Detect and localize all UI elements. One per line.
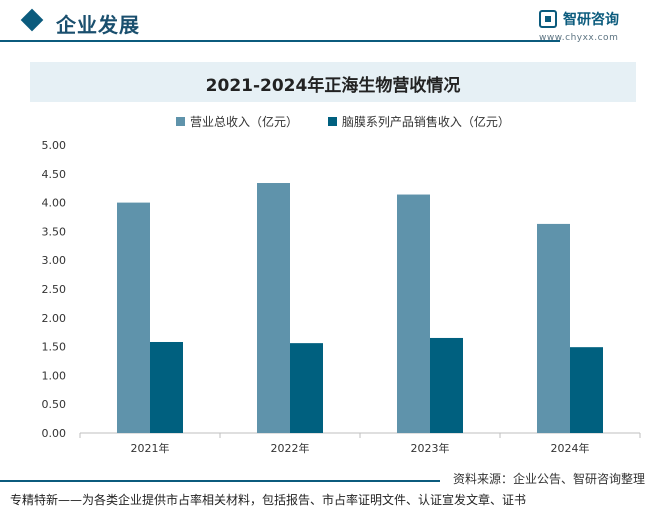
- y-tick-label: 5.00: [42, 139, 67, 152]
- brand-url: www.chyxx.com: [539, 33, 619, 43]
- bar-revenue: [537, 223, 570, 433]
- data-source: 资料来源：企业公告、智研咨询整理: [452, 472, 645, 486]
- bar-revenue: [257, 183, 290, 433]
- header-divider: [0, 40, 560, 42]
- bar-product: [290, 343, 323, 433]
- y-tick-label: 2.50: [42, 283, 67, 296]
- y-tick-label: 0.50: [42, 398, 67, 411]
- y-tick-label: 1.00: [42, 369, 67, 382]
- bar-chart: 0.00 0.50 1.00 1.50 2.00 2.50 3.00 3.50 4.00 4.50…: [42, 139, 641, 455]
- brand-logo-icon: [539, 10, 557, 28]
- diamond-icon: [20, 8, 44, 32]
- x-tick-label: 2021年: [131, 441, 170, 455]
- page-title: 企业发展: [56, 13, 140, 37]
- legend-swatch-revenue: [176, 117, 185, 126]
- bar-revenue: [397, 194, 430, 433]
- legend-item-revenue: 营业总收入（亿元）: [176, 113, 298, 130]
- page-header: 企业发展 智研咨询 www.chyxx.com: [0, 0, 665, 46]
- footer-tagline: 专精特新——为各类企业提供市占率相关材料，包括报告、市占率证明文件、认证宣发文章…: [10, 493, 527, 507]
- chart-legend: 营业总收入（亿元） 脑膜系列产品销售收入（亿元）: [176, 113, 536, 129]
- brand: 智研咨询 www.chyxx.com: [539, 8, 649, 43]
- bar-product: [150, 341, 183, 433]
- legend-label-product: 脑膜系列产品销售收入（亿元）: [341, 115, 510, 129]
- chart-title-banner: 2021-2024年正海生物营收情况: [30, 62, 636, 102]
- y-tick-label: 3.00: [42, 254, 67, 267]
- bar-revenue: [117, 202, 150, 433]
- chart-title: 2021-2024年正海生物营收情况: [205, 76, 461, 96]
- bar-product: [570, 347, 603, 433]
- bar-product: [430, 337, 463, 433]
- x-tick-label: 2024年: [551, 441, 590, 455]
- legend-item-product: 脑膜系列产品销售收入（亿元）: [327, 113, 510, 130]
- y-tick-label: 2.00: [42, 312, 67, 325]
- footer-divider: [0, 480, 440, 482]
- brand-name: 智研咨询: [563, 12, 619, 28]
- y-tick-label: 4.50: [42, 168, 67, 181]
- y-tick-label: 1.50: [42, 341, 67, 354]
- legend-swatch-product: [327, 117, 337, 126]
- page-footer: 专精特新——为各类企业提供市占率相关材料，包括报告、市占率证明文件、认证宣发文章…: [0, 488, 665, 510]
- legend-label-revenue: 营业总收入（亿元）: [190, 115, 299, 129]
- x-tick-label: 2022年: [271, 441, 310, 455]
- y-tick-label: 0.00: [42, 427, 67, 440]
- y-tick-label: 4.00: [42, 197, 67, 210]
- x-tick-label: 2023年: [411, 441, 450, 455]
- y-tick-label: 3.50: [42, 225, 67, 238]
